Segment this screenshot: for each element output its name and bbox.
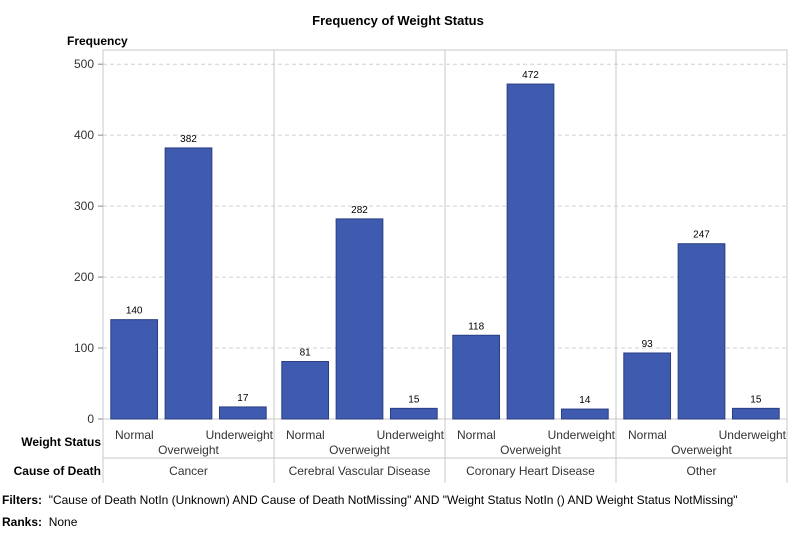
data-label: 81: [300, 348, 312, 359]
bar: [506, 83, 555, 420]
subcategory-label: Normal: [628, 428, 667, 442]
y-tick-label: 100: [74, 341, 94, 355]
subcategory-label: Underweight: [548, 428, 616, 442]
subcategory-label: Overweight: [329, 443, 390, 457]
data-label: 15: [750, 394, 762, 405]
ranks-note: Ranks: None: [2, 515, 77, 529]
data-label: 247: [693, 230, 710, 241]
group-label: Other: [686, 464, 716, 478]
group-label: Coronary Heart Disease: [466, 464, 595, 478]
subcategory-label: Overweight: [671, 443, 732, 457]
data-label: 382: [180, 134, 197, 145]
subcategory-label: Underweight: [377, 428, 445, 442]
y-tick-label: 400: [74, 128, 94, 142]
bar: [110, 319, 159, 420]
y-tick-label: 300: [74, 199, 94, 213]
data-label: 118: [468, 321, 484, 332]
filters-note: Filters: "Cause of Death NotIn (Unknown)…: [2, 493, 738, 507]
chart-title: Frequency of Weight Status: [312, 13, 484, 28]
weight-status-row-label: Weight Status: [21, 435, 101, 449]
bar: [335, 218, 384, 420]
data-label: 17: [237, 393, 249, 404]
bar: [452, 334, 501, 420]
bar: [164, 147, 213, 420]
data-label: 282: [351, 205, 368, 216]
plot-area: 0 100 200 300 400 500 140 Normal 382 Overweight 17…: [74, 49, 788, 483]
data-label: 472: [522, 70, 539, 81]
filters-text: "Cause of Death NotIn (Unknown) AND Caus…: [48, 493, 738, 507]
bar: [389, 407, 438, 420]
subcategory-label: Overweight: [500, 443, 561, 457]
y-tick-label: 500: [74, 57, 94, 71]
filters-label: Filters:: [2, 493, 43, 507]
cause-of-death-row-label: Cause of Death: [14, 464, 101, 478]
ranks-text: None: [48, 515, 78, 529]
y-tick-label: 200: [74, 270, 94, 284]
y-tick-label: 0: [87, 412, 94, 426]
y-axis-label: Frequency: [67, 34, 128, 48]
data-label: 15: [408, 394, 420, 405]
subcategory-label: Normal: [115, 428, 154, 442]
ranks-label: Ranks:: [2, 515, 43, 529]
subcategory-label: Underweight: [206, 428, 274, 442]
subcategory-label: Normal: [286, 428, 325, 442]
bar: [677, 243, 726, 420]
data-label: 93: [642, 339, 654, 350]
bar: [731, 407, 780, 420]
bar: [218, 406, 267, 420]
subcategory-label: Overweight: [158, 443, 219, 457]
subcategory-label: Underweight: [719, 428, 787, 442]
group-label: Cancer: [169, 464, 208, 478]
subcategory-label: Normal: [457, 428, 496, 442]
data-label: 14: [579, 395, 591, 406]
data-label: 140: [126, 306, 143, 317]
bar: [281, 361, 330, 420]
bar: [560, 408, 609, 420]
bar: [623, 352, 672, 420]
group-label: Cerebral Vascular Disease: [289, 464, 431, 478]
bar-chart: Frequency of Weight Status Frequency Wei…: [14, 13, 788, 483]
